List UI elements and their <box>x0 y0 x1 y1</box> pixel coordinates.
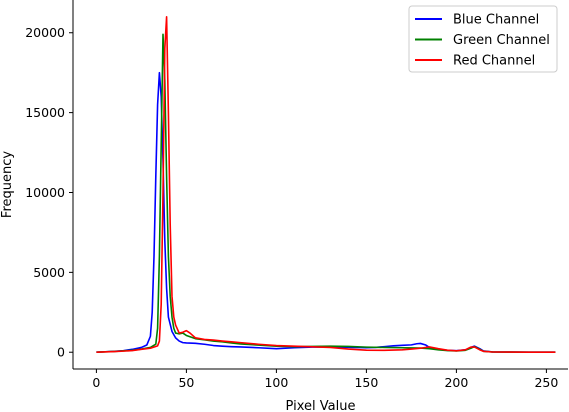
y-tick-label: 5000 <box>33 265 65 280</box>
x-tick-label: 50 <box>178 375 194 390</box>
legend-label: Green Channel <box>453 33 550 48</box>
x-tick-label: 0 <box>92 375 100 390</box>
y-tick-label: 20000 <box>25 25 65 40</box>
x-tick-label: 200 <box>444 375 468 390</box>
legend-label: Blue Channel <box>453 13 539 28</box>
x-tick-label: 250 <box>534 375 558 390</box>
y-tick-label: 10000 <box>25 185 65 200</box>
series-line-green-channel <box>96 33 556 354</box>
x-axis-title: Pixel Value <box>286 399 356 412</box>
x-tick-label: 100 <box>264 375 288 390</box>
legend-label: Red Channel <box>453 54 535 69</box>
plot-area <box>96 15 556 354</box>
legend: Blue Channel Green Channel Red Channel <box>408 5 558 73</box>
series-line-red-channel <box>96 15 556 354</box>
legend-frame <box>408 5 558 73</box>
y-tick-label: 0 <box>57 345 65 360</box>
y-tick-label: 15000 <box>25 105 65 120</box>
x-tick-label: 150 <box>354 375 378 390</box>
y-axis-title: Frequency <box>0 151 15 218</box>
axes: 0 50 100 150 200 250 0 5000 10000 15000 20000 <box>25 0 568 390</box>
